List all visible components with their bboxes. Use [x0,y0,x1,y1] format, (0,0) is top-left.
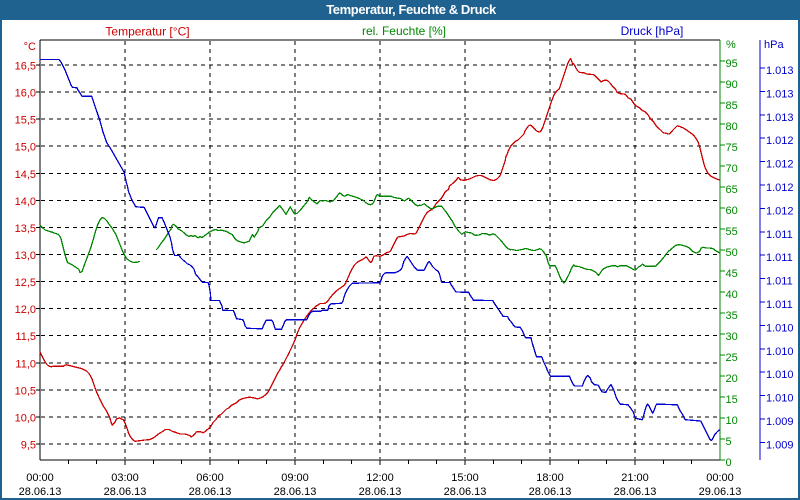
svg-text:35: 35 [726,310,738,322]
svg-text:28.06.13: 28.06.13 [104,486,147,498]
svg-text:40: 40 [726,289,738,301]
svg-text:12,5: 12,5 [15,277,36,289]
svg-text:1.010: 1.010 [766,393,794,405]
svg-text:70: 70 [726,163,738,175]
svg-text:28.06.13: 28.06.13 [19,486,62,498]
svg-text:13,5: 13,5 [15,223,36,235]
svg-text:50: 50 [726,247,738,259]
svg-text:1.010: 1.010 [766,322,794,334]
svg-text:15:00: 15:00 [451,472,479,484]
svg-text:14,0: 14,0 [15,196,36,208]
svg-text:28.06.13: 28.06.13 [359,486,402,498]
svg-text:30: 30 [726,331,738,343]
svg-text:1.013: 1.013 [766,112,794,124]
svg-text:12:00: 12:00 [366,472,394,484]
svg-text:1.009: 1.009 [766,439,794,451]
svg-text:15,5: 15,5 [15,115,36,127]
svg-text:10,0: 10,0 [15,412,36,424]
svg-text:25: 25 [726,352,738,364]
svg-text:20: 20 [726,373,738,385]
svg-text:60: 60 [726,205,738,217]
svg-text:1.011: 1.011 [766,229,793,241]
svg-text:0: 0 [726,457,732,469]
svg-text:14,5: 14,5 [15,169,36,181]
svg-text:12,0: 12,0 [15,304,36,316]
svg-text:hPa: hPa [764,39,784,51]
svg-text:Temperatur, Feuchte & Druck: Temperatur, Feuchte & Druck [326,2,497,17]
svg-text:1.013: 1.013 [766,88,794,100]
svg-text:16,0: 16,0 [15,88,36,100]
svg-text:28.06.13: 28.06.13 [614,486,657,498]
svg-text:1.012: 1.012 [766,205,794,217]
svg-text:11,0: 11,0 [15,358,36,370]
svg-text:11,5: 11,5 [15,331,36,343]
svg-text:06:00: 06:00 [196,472,224,484]
svg-text:1.011: 1.011 [766,252,793,264]
svg-text:%: % [726,39,736,51]
svg-text:21:00: 21:00 [621,472,649,484]
svg-text:95: 95 [726,58,738,70]
svg-text:90: 90 [726,79,738,91]
svg-text:10: 10 [726,415,738,427]
svg-text:9,5: 9,5 [21,440,36,452]
svg-text:75: 75 [726,142,738,154]
svg-text:1.011: 1.011 [766,276,793,288]
svg-text:09:00: 09:00 [281,472,309,484]
svg-text:1.012: 1.012 [766,182,794,194]
svg-text:1.009: 1.009 [766,416,794,428]
svg-text:Druck [hPa]: Druck [hPa] [621,24,684,38]
svg-text:15,0: 15,0 [15,142,36,154]
svg-text:80: 80 [726,121,738,133]
svg-text:1.012: 1.012 [766,135,794,147]
svg-text:00:00: 00:00 [26,472,54,484]
svg-text:18:00: 18:00 [536,472,564,484]
svg-text:°C: °C [24,41,36,53]
svg-text:03:00: 03:00 [111,472,139,484]
svg-text:65: 65 [726,184,738,196]
svg-text:28.06.13: 28.06.13 [189,486,232,498]
svg-text:5: 5 [726,436,732,448]
svg-text:15: 15 [726,394,738,406]
svg-text:10,5: 10,5 [15,385,36,397]
svg-text:28.06.13: 28.06.13 [274,486,317,498]
svg-text:85: 85 [726,100,738,112]
svg-text:1.011: 1.011 [766,299,793,311]
svg-text:28.06.13: 28.06.13 [529,486,572,498]
svg-text:rel. Feuchte [%]: rel. Feuchte [%] [362,24,446,38]
svg-text:Temperatur [°C]: Temperatur [°C] [105,25,189,39]
svg-text:1.013: 1.013 [766,65,794,77]
svg-text:1.010: 1.010 [766,346,794,358]
svg-text:00:00: 00:00 [706,472,734,484]
svg-text:55: 55 [726,226,738,238]
svg-text:1.010: 1.010 [766,369,794,381]
svg-text:28.06.13: 28.06.13 [444,486,487,498]
svg-text:29.06.13: 29.06.13 [699,486,742,498]
svg-text:16,5: 16,5 [15,61,36,73]
svg-text:13,0: 13,0 [15,250,36,262]
svg-text:1.012: 1.012 [766,159,794,171]
svg-text:45: 45 [726,268,738,280]
